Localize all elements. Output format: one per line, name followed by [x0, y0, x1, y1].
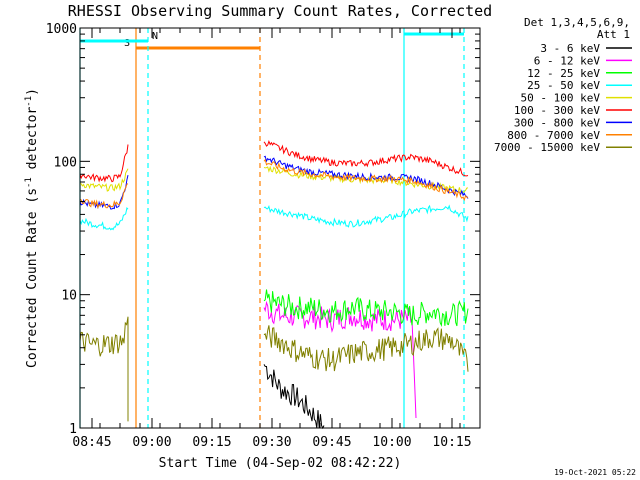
legend-label-4: 50 - 100 keV: [521, 92, 601, 105]
legend-label-8: 7000 - 15000 keV: [494, 141, 600, 154]
series-line-4: [80, 165, 469, 194]
x-tick-label: 10:15: [432, 435, 471, 450]
annotation-label: S: [124, 38, 130, 49]
y-tick-label: 1000: [46, 22, 77, 37]
legend-title-line-2: Att 1: [597, 28, 630, 41]
series-line-7: [79, 158, 469, 210]
legend-label-5: 100 - 300 keV: [514, 104, 600, 117]
x-tick-label: 08:45: [72, 435, 111, 450]
legend-title-line-1: Det 1,3,4,5,6,9,: [524, 16, 630, 29]
y-tick-label: 10: [61, 289, 77, 304]
annotation-label: N: [152, 31, 158, 42]
y-axis-label-end: ): [25, 88, 40, 96]
legend-label-1: 6 - 12 keV: [534, 54, 601, 67]
y-tick-label: 1: [69, 422, 77, 437]
plot-area: SN: [79, 28, 469, 430]
legend-label-0: 3 - 6 keV: [540, 42, 600, 55]
y-axis-label-sup2: -1: [24, 96, 34, 107]
y-tick-label: 100: [54, 155, 77, 170]
series-line-3: [79, 204, 469, 231]
x-tick-label: 09:30: [252, 435, 291, 450]
x-tick-label: 09:15: [192, 435, 231, 450]
plot-frame: [79, 27, 481, 429]
series-line-8: [79, 316, 469, 422]
legend-label-6: 300 - 800 keV: [514, 116, 600, 129]
legend-label-7: 800 - 7000 keV: [507, 129, 600, 142]
series-line-5: [79, 139, 469, 183]
series-line-2: [263, 289, 469, 328]
x-tick-label: 10:00: [372, 435, 411, 450]
y-axis-label: Corrected Count Rate (s-1 detector-1): [24, 88, 40, 368]
y-axis: 1 10 100 1000: [46, 22, 480, 437]
legend-label-3: 25 - 50 keV: [527, 79, 600, 92]
x-tick-label: 09:00: [132, 435, 171, 450]
x-axis-label: Start Time (04-Sep-02 08:42:22): [159, 456, 402, 471]
x-axis: 08:45 09:00 09:15 09:30 09:45 10:00 10:15: [72, 28, 481, 450]
y-axis-label-mid: detector: [25, 107, 40, 178]
legend-label-2: 12 - 25 keV: [527, 67, 600, 80]
x-tick-label: 09:45: [312, 435, 351, 450]
footer-date: 19-Oct-2021 05:22: [554, 468, 636, 477]
chart-title: RHESSI Observing Summary Count Rates, Co…: [68, 2, 492, 20]
y-axis-label-sup1: -1: [24, 177, 34, 188]
y-axis-label-main: Corrected Count Rate (s: [25, 188, 40, 368]
series-line-0: [263, 364, 325, 430]
